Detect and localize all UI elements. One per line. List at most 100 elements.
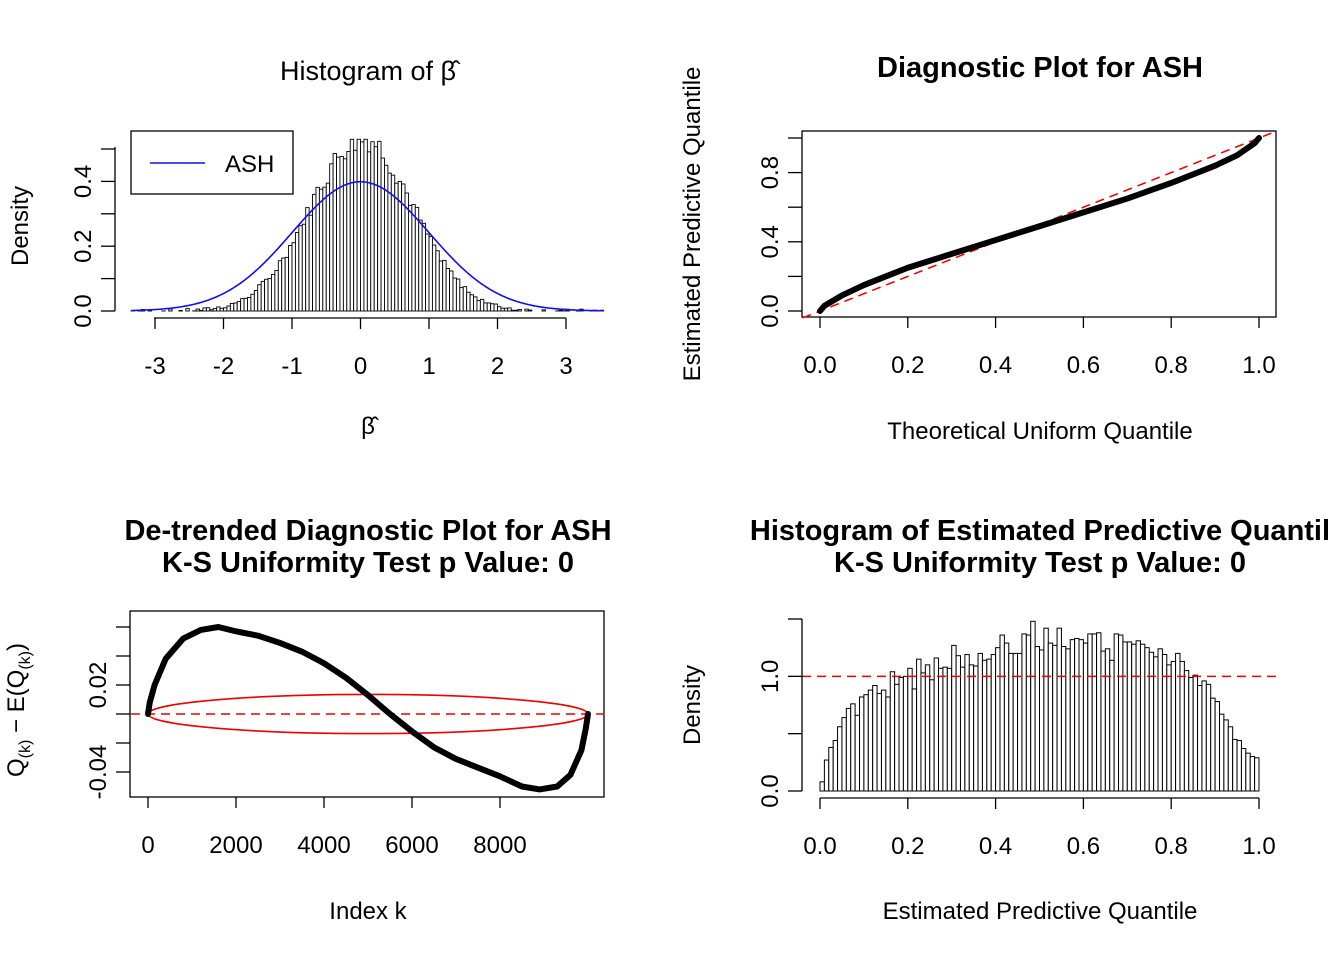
histogram-bar [1043,627,1049,792]
panel2-x-tick-label: 1.0 [1242,352,1275,379]
histogram-bar [346,151,351,312]
histogram-bar [455,278,461,312]
panel2-y-axis-label: Estimated Predictive Quantile [679,67,706,382]
histogram-bar [968,664,975,792]
histogram-bar [1078,639,1084,792]
panel1-y-tick-label: 0.2 [70,230,97,263]
panel3-y-axis-label: Q(k) − E(Q(k)) [3,643,34,777]
histogram-bar [832,740,839,792]
panel2-y-tick-label: 0.8 [757,156,784,189]
histogram-bar [889,671,896,792]
histogram-bar [1034,646,1040,792]
panel2-x-tick-label: 0.6 [1067,352,1100,379]
histogram-bar [1113,633,1120,792]
histogram-bar [1240,748,1247,792]
histogram-bar [411,204,416,312]
histogram-bar [1082,642,1089,792]
histogram-bar [1254,757,1260,792]
histogram-bar [479,298,485,312]
panel-detrended-diagnostic: De-trended Diagnostic Plot for ASH K-S U… [3,515,612,925]
panel4-x-axis-label: Estimated Predictive Quantile [883,898,1198,925]
histogram-bar [449,270,454,312]
histogram-bar [462,286,468,312]
panel4-x-tick-label: 0.4 [979,833,1012,860]
panel1-y-tick-label: 0.4 [70,165,97,198]
histogram-bar [920,672,926,792]
histogram-bar [473,296,478,312]
panel2-x-tick-label: 0.0 [803,352,836,379]
histogram-bar [264,278,269,312]
panel2-y-ticks: 0.0 0.4 0.8 [757,137,802,328]
panel4-title-line2: K-S Uniformity Test p Value: 0 [834,547,1246,579]
histogram-bar [366,151,372,312]
histogram-bar [1161,654,1168,792]
histogram-bar [1056,627,1062,792]
histogram-bar [226,305,231,312]
histogram-bar [1104,648,1111,792]
histogram-bar [1205,683,1212,792]
histogram-bar [318,188,324,312]
histogram-bar [942,666,948,792]
histogram-bar [1135,640,1141,792]
legend-ash-label: ASH [225,151,274,178]
histogram-bar [229,302,235,312]
histogram-bar [1122,641,1128,792]
panel3-x-axis-label: Index k [329,898,407,925]
histogram-bar [1091,633,1098,792]
histogram-bar [257,284,262,312]
histogram-bar [168,308,173,312]
histogram-bar [500,307,505,312]
histogram-bar [1170,660,1177,792]
panel4-x-tick-label: 0.6 [1067,833,1100,860]
histogram-bar [959,666,966,792]
histogram-bar [349,138,355,312]
histogram-bar [325,182,331,312]
panel1-x-axis-label: β̂ [361,413,379,440]
histogram-bar [497,306,502,312]
histogram-bar [1021,633,1027,792]
panel3-x-tick-label: 0 [141,832,154,859]
histogram-bar [199,309,204,312]
panel3-x-ticks: 0 2000 4000 6000 8000 [141,797,527,859]
histogram-bar [312,193,317,312]
histogram-bar [1210,697,1216,792]
histogram-bar [339,155,344,312]
histogram-bar [353,149,358,312]
histogram-bar [933,657,940,792]
histogram-bar [247,297,252,312]
histogram-bar [1183,670,1190,792]
histogram-bar [837,726,843,792]
histogram-bar [202,307,207,312]
histogram-bar [1179,660,1185,792]
histogram-bar [421,222,427,312]
histogram-bar [1157,648,1163,792]
histogram-bar [490,303,495,312]
histogram-bar [907,667,913,792]
histogram-bar [223,307,228,312]
panel1-legend: ASH [130,130,294,195]
histogram-bar [1249,756,1256,792]
histogram-bar [408,204,413,312]
histogram-bar [493,303,498,312]
panel1-x-ticks: -3 -2 -1 0 1 2 3 [144,318,573,380]
panel1-x-tick-label: 0 [354,353,367,380]
panel4-x-tick-label: 0.8 [1155,833,1188,860]
histogram-bar [894,683,900,792]
histogram-bar [558,309,564,312]
panel3-title-line2: K-S Uniformity Test p Value: 0 [162,547,574,579]
histogram-bar [524,308,529,312]
histogram-bar [271,273,276,312]
histogram-bar [281,257,286,312]
histogram-bar [267,278,272,312]
histogram-bar [1131,643,1137,792]
histogram-bar [1096,632,1102,792]
panel1-title: Histogram of β̂ [280,56,461,86]
histogram-bar [1218,713,1225,792]
histogram-bar [205,307,211,312]
histogram-bar [240,298,245,312]
histogram-bar [828,746,834,792]
histogram-bar [342,158,348,312]
histogram-bar [1065,648,1071,792]
histogram-bar [1201,680,1207,792]
histogram-bar [1025,634,1032,792]
